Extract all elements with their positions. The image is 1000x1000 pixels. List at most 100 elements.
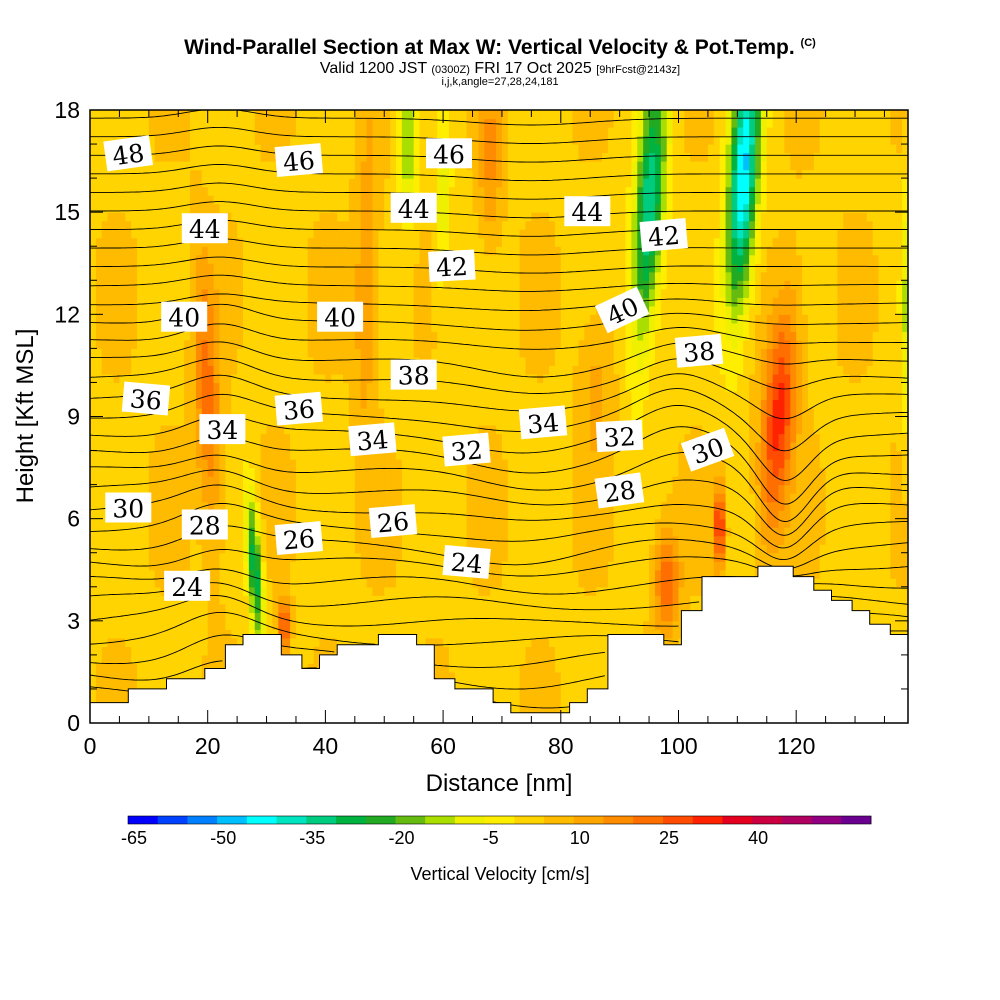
velocity-cell (201, 382, 209, 392)
velocity-cell (148, 152, 156, 162)
velocity-cell (354, 271, 362, 281)
velocity-cell (278, 297, 285, 307)
velocity-cell (419, 527, 427, 537)
velocity-cell (295, 288, 303, 298)
velocity-cell (419, 467, 427, 477)
velocity-cell (313, 493, 321, 503)
velocity-cell (231, 356, 238, 367)
velocity-cell (184, 612, 191, 622)
velocity-cell (260, 578, 268, 588)
velocity-cell (460, 365, 468, 375)
velocity-cell (301, 637, 309, 647)
velocity-cell (178, 229, 185, 239)
velocity-cell (496, 595, 503, 605)
velocity-cell (313, 561, 321, 571)
velocity-cell (454, 127, 462, 137)
velocity-cell (190, 195, 197, 205)
velocity-cell (154, 339, 162, 349)
velocity-cell (496, 671, 503, 682)
velocity-cell (95, 544, 103, 554)
velocity-cell (225, 382, 232, 392)
velocity-cell (154, 331, 162, 341)
velocity-cell (95, 688, 103, 699)
velocity-cell (454, 467, 462, 477)
velocity-cell (331, 237, 338, 247)
velocity-cell (90, 671, 97, 682)
velocity-cell (201, 663, 209, 673)
velocity-cell (390, 161, 397, 171)
velocity-cell (113, 595, 121, 605)
velocity-cell (237, 390, 244, 401)
velocity-cell (101, 646, 109, 656)
velocity-cell (90, 425, 97, 435)
velocity-cell (337, 229, 344, 239)
velocity-cell (101, 586, 109, 596)
velocity-cell (348, 195, 356, 205)
velocity-cell (101, 365, 109, 375)
velocity-cell (201, 169, 209, 179)
velocity-cell (437, 280, 444, 290)
velocity-cell (95, 271, 103, 281)
velocity-cell (260, 203, 268, 213)
velocity-cell (337, 569, 344, 579)
velocity-cell (101, 407, 109, 418)
velocity-cell (413, 484, 421, 494)
velocity-cell (384, 544, 391, 554)
velocity-cell (360, 595, 368, 605)
velocity-cell (307, 484, 315, 494)
velocity-cell (437, 425, 444, 435)
velocity-cell (107, 680, 115, 690)
velocity-cell (366, 322, 374, 332)
velocity-cell (343, 399, 350, 409)
velocity-cell (360, 493, 368, 503)
velocity-cell (172, 263, 179, 273)
velocity-cell (448, 578, 456, 588)
velocity-cell (131, 433, 138, 443)
velocity-cell (231, 535, 238, 545)
velocity-cell (472, 612, 479, 622)
velocity-cell (254, 161, 262, 171)
velocity-cell (431, 578, 438, 588)
velocity-cell (313, 663, 321, 673)
velocity-cell (360, 263, 368, 273)
velocity-cell (284, 595, 291, 605)
velocity-cell (113, 646, 121, 656)
velocity-cell (131, 484, 138, 494)
velocity-cell (354, 535, 362, 545)
velocity-cell (419, 229, 427, 239)
velocity-cell (266, 254, 274, 264)
velocity-cell (313, 459, 321, 469)
velocity-cell (107, 186, 115, 196)
velocity-cell (219, 399, 226, 409)
velocity-cell (413, 297, 421, 307)
velocity-cell (401, 118, 409, 128)
velocity-cell (419, 450, 427, 460)
velocity-cell (260, 629, 268, 639)
velocity-cell (254, 118, 262, 128)
velocity-cell (372, 246, 379, 256)
velocity-cell (448, 127, 456, 137)
velocity-cell (372, 186, 379, 196)
velocity-cell (195, 442, 203, 452)
velocity-cell (460, 595, 468, 605)
velocity-cell (154, 459, 162, 469)
velocity-cell (284, 365, 291, 375)
velocity-cell (313, 425, 321, 435)
velocity-cell (295, 110, 303, 120)
velocity-cell (113, 246, 121, 256)
velocity-cell (231, 586, 238, 596)
velocity-cell (278, 127, 285, 137)
velocity-cell (148, 229, 156, 239)
velocity-cell (425, 169, 432, 179)
velocity-cell (207, 280, 215, 290)
velocity-cell (313, 297, 321, 307)
velocity-cell (154, 305, 162, 315)
velocity-cell (172, 246, 179, 256)
velocity-cell (237, 297, 244, 307)
velocity-cell (301, 510, 309, 520)
velocity-cell (137, 663, 144, 673)
velocity-cell (478, 297, 485, 307)
velocity-cell (178, 135, 185, 145)
velocity-cell (142, 484, 150, 494)
velocity-cell (243, 603, 250, 613)
